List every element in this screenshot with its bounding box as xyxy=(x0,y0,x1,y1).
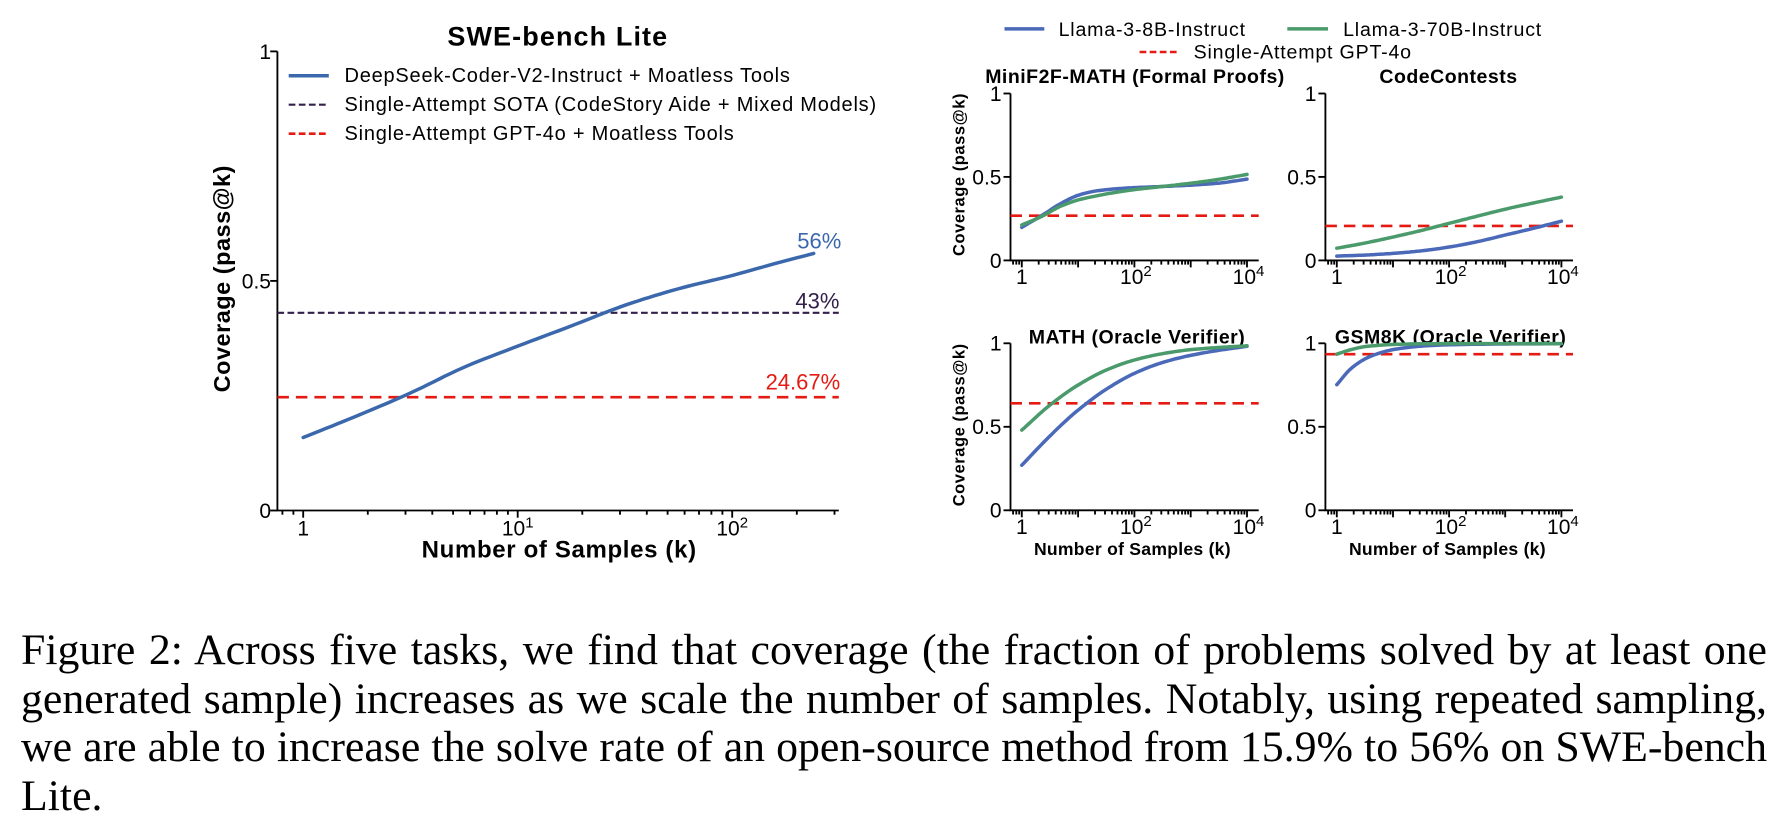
svg-text:1: 1 xyxy=(1331,516,1343,539)
svg-text:0.5: 0.5 xyxy=(972,416,1001,439)
svg-text:Coverage (pass@k): Coverage (pass@k) xyxy=(951,93,969,256)
svg-text:1: 1 xyxy=(297,518,309,541)
svg-text:1: 1 xyxy=(1305,332,1317,355)
svg-text:102: 102 xyxy=(1120,513,1152,539)
svg-text:104: 104 xyxy=(1547,513,1579,539)
svg-text:0: 0 xyxy=(990,500,1002,523)
svg-text:Llama-3-8B-Instruct: Llama-3-8B-Instruct xyxy=(1059,19,1246,41)
svg-text:1: 1 xyxy=(990,83,1002,106)
svg-text:104: 104 xyxy=(1233,513,1265,539)
svg-text:0.5: 0.5 xyxy=(1287,416,1316,439)
svg-text:Coverage (pass@k): Coverage (pass@k) xyxy=(951,343,969,506)
svg-text:Number of Samples (k): Number of Samples (k) xyxy=(1349,539,1546,559)
svg-text:Single-Attempt GPT-4o: Single-Attempt GPT-4o xyxy=(1194,42,1412,64)
svg-text:104: 104 xyxy=(1233,263,1265,289)
svg-text:0: 0 xyxy=(990,250,1002,273)
svg-text:0: 0 xyxy=(1305,250,1317,273)
svg-text:0.5: 0.5 xyxy=(1287,166,1316,189)
svg-text:102: 102 xyxy=(716,515,748,541)
svg-text:1: 1 xyxy=(1331,266,1343,289)
svg-text:CodeContests: CodeContests xyxy=(1379,66,1517,88)
svg-text:1: 1 xyxy=(1016,516,1028,539)
svg-text:Coverage (pass@k): Coverage (pass@k) xyxy=(209,165,235,392)
svg-text:102: 102 xyxy=(1435,263,1467,289)
svg-text:MiniF2F-MATH (Formal Proofs): MiniF2F-MATH (Formal Proofs) xyxy=(985,66,1285,88)
svg-text:102: 102 xyxy=(1120,263,1152,289)
svg-text:0: 0 xyxy=(259,500,271,523)
svg-text:56%: 56% xyxy=(797,229,841,254)
svg-text:1: 1 xyxy=(1305,83,1317,106)
svg-text:24.67%: 24.67% xyxy=(766,370,841,395)
svg-text:SWE-bench Lite: SWE-bench Lite xyxy=(447,22,668,52)
svg-text:Single-Attempt SOTA (CodeStory: Single-Attempt SOTA (CodeStory Aide + Mi… xyxy=(345,94,877,116)
svg-text:DeepSeek-Coder-V2-Instruct + M: DeepSeek-Coder-V2-Instruct + Moatless To… xyxy=(345,65,791,87)
svg-text:0.5: 0.5 xyxy=(242,270,271,293)
svg-text:Llama-3-70B-Instruct: Llama-3-70B-Instruct xyxy=(1343,19,1542,41)
svg-text:1: 1 xyxy=(990,332,1002,355)
svg-text:MATH (Oracle Verifier): MATH (Oracle Verifier) xyxy=(1029,326,1246,348)
svg-text:102: 102 xyxy=(1435,513,1467,539)
svg-text:1: 1 xyxy=(259,41,271,64)
svg-text:Number of Samples (k): Number of Samples (k) xyxy=(422,536,697,563)
svg-text:0.5: 0.5 xyxy=(972,166,1001,189)
svg-text:43%: 43% xyxy=(795,289,839,314)
svg-text:Number of Samples (k): Number of Samples (k) xyxy=(1034,539,1231,559)
svg-text:0: 0 xyxy=(1305,500,1317,523)
svg-text:Single-Attempt GPT-4o + Moatle: Single-Attempt GPT-4o + Moatless Tools xyxy=(345,123,735,145)
svg-text:104: 104 xyxy=(1547,263,1579,289)
svg-text:1: 1 xyxy=(1016,266,1028,289)
